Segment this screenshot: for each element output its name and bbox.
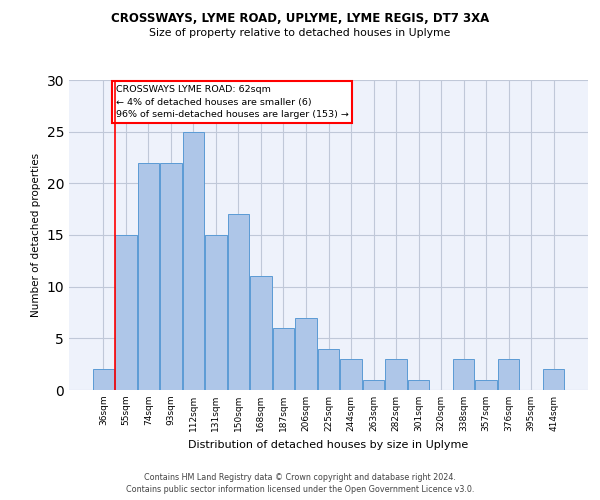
Bar	[273, 328, 294, 390]
Bar	[250, 276, 272, 390]
Text: CROSSWAYS, LYME ROAD, UPLYME, LYME REGIS, DT7 3XA: CROSSWAYS, LYME ROAD, UPLYME, LYME REGIS…	[111, 12, 489, 26]
Bar	[363, 380, 384, 390]
Text: CROSSWAYS LYME ROAD: 62sqm
← 4% of detached houses are smaller (6)
96% of semi-d: CROSSWAYS LYME ROAD: 62sqm ← 4% of detac…	[116, 85, 349, 119]
Text: Contains HM Land Registry data © Crown copyright and database right 2024.: Contains HM Land Registry data © Crown c…	[144, 474, 456, 482]
Bar	[92, 370, 114, 390]
Text: Size of property relative to detached houses in Uplyme: Size of property relative to detached ho…	[149, 28, 451, 38]
Bar	[295, 318, 317, 390]
Bar	[408, 380, 429, 390]
Bar	[340, 359, 362, 390]
Y-axis label: Number of detached properties: Number of detached properties	[31, 153, 41, 317]
Bar	[228, 214, 249, 390]
Bar	[475, 380, 497, 390]
X-axis label: Distribution of detached houses by size in Uplyme: Distribution of detached houses by size …	[188, 440, 469, 450]
Bar	[453, 359, 475, 390]
Bar	[160, 162, 182, 390]
Bar	[543, 370, 565, 390]
Bar	[137, 162, 159, 390]
Bar	[205, 235, 227, 390]
Bar	[385, 359, 407, 390]
Bar	[498, 359, 520, 390]
Bar	[318, 348, 339, 390]
Bar	[182, 132, 204, 390]
Bar	[115, 235, 137, 390]
Text: Contains public sector information licensed under the Open Government Licence v3: Contains public sector information licen…	[126, 485, 474, 494]
